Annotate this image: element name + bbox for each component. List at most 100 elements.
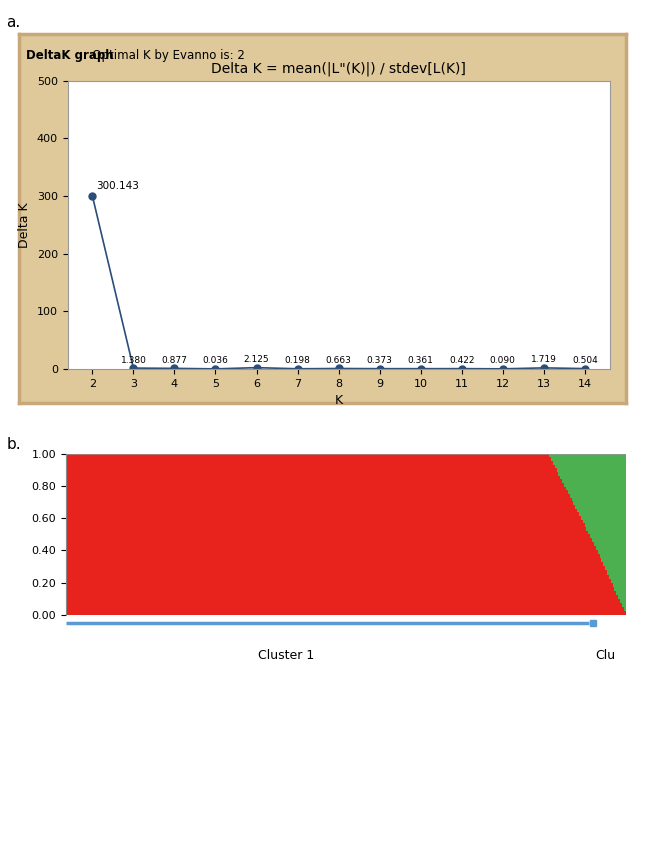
Bar (109, 454, 110, 615)
Bar (396, 454, 398, 615)
Bar (478, 454, 480, 615)
Bar (406, 454, 407, 615)
Bar (488, 454, 490, 615)
Bar (566, 454, 568, 490)
Bar (306, 454, 308, 615)
Title: Delta K = mean(|L"(K)|) / stdev[L(K)]: Delta K = mean(|L"(K)|) / stdev[L(K)] (211, 61, 466, 75)
Bar (557, 472, 559, 615)
Bar (568, 454, 570, 494)
Bar (179, 454, 181, 615)
Y-axis label: Delta K: Delta K (18, 202, 32, 248)
Bar (544, 454, 546, 615)
Bar (491, 454, 493, 615)
Bar (267, 454, 269, 615)
Bar (599, 559, 601, 615)
Bar (377, 454, 379, 615)
Bar (381, 454, 383, 615)
Text: b.: b. (6, 437, 21, 452)
Text: 2.125: 2.125 (244, 355, 270, 364)
Bar (99, 454, 101, 615)
Bar (321, 454, 323, 615)
Bar (502, 454, 504, 615)
Bar (598, 454, 599, 555)
Bar (419, 454, 421, 615)
Bar (458, 454, 459, 615)
Bar (547, 454, 549, 615)
Bar (178, 454, 179, 615)
Bar (573, 454, 575, 505)
Bar (318, 454, 319, 615)
Bar (584, 527, 586, 615)
Bar (383, 454, 385, 615)
Bar (540, 454, 542, 615)
Bar (534, 454, 536, 615)
Bar (601, 562, 603, 615)
Bar (510, 454, 512, 615)
Bar (546, 454, 547, 615)
Bar (200, 454, 202, 615)
Bar (152, 454, 154, 615)
Text: 300.143: 300.143 (97, 181, 139, 191)
Bar (490, 454, 491, 615)
Bar (598, 555, 599, 615)
Bar (122, 454, 124, 615)
Bar (161, 454, 163, 615)
Bar (217, 454, 219, 615)
Bar (590, 454, 592, 538)
Bar (215, 454, 217, 615)
Bar (247, 454, 249, 615)
Bar (210, 454, 212, 615)
Bar (607, 454, 609, 575)
Bar (293, 454, 295, 615)
Bar (340, 454, 342, 615)
Bar (456, 454, 458, 615)
Bar (79, 454, 81, 615)
Bar (241, 454, 243, 615)
Bar (482, 454, 484, 615)
Bar (372, 454, 373, 615)
Bar (232, 454, 233, 615)
Bar (352, 454, 353, 615)
Bar (596, 550, 598, 615)
Bar (150, 454, 152, 615)
Bar (561, 479, 562, 615)
Bar (424, 454, 426, 615)
Bar (146, 454, 148, 615)
Bar (239, 454, 241, 615)
Bar (605, 571, 607, 615)
Bar (461, 454, 463, 615)
Bar (228, 454, 230, 615)
Bar (193, 454, 195, 615)
Bar (432, 454, 433, 615)
Bar (103, 454, 105, 615)
Bar (129, 454, 131, 615)
Bar (417, 454, 419, 615)
Bar (308, 454, 310, 615)
Bar (176, 454, 178, 615)
Bar (159, 454, 161, 615)
Bar (561, 454, 562, 479)
Text: 0.036: 0.036 (203, 356, 228, 365)
Bar (346, 454, 348, 615)
Bar (620, 454, 622, 603)
Bar (197, 454, 198, 615)
Bar (368, 454, 370, 615)
Bar (584, 454, 586, 527)
Bar (273, 454, 275, 615)
Text: 0.361: 0.361 (408, 356, 433, 365)
Bar (529, 454, 530, 615)
Bar (212, 454, 213, 615)
Bar (521, 454, 523, 615)
Bar (133, 454, 135, 615)
Bar (473, 454, 475, 615)
Bar (235, 454, 237, 615)
Bar (570, 454, 571, 498)
Bar (555, 454, 557, 468)
Bar (68, 454, 70, 615)
Bar (77, 454, 79, 615)
Bar (454, 454, 456, 615)
Bar (504, 454, 506, 615)
Bar (260, 454, 262, 615)
Bar (256, 454, 258, 615)
Bar (618, 599, 620, 615)
